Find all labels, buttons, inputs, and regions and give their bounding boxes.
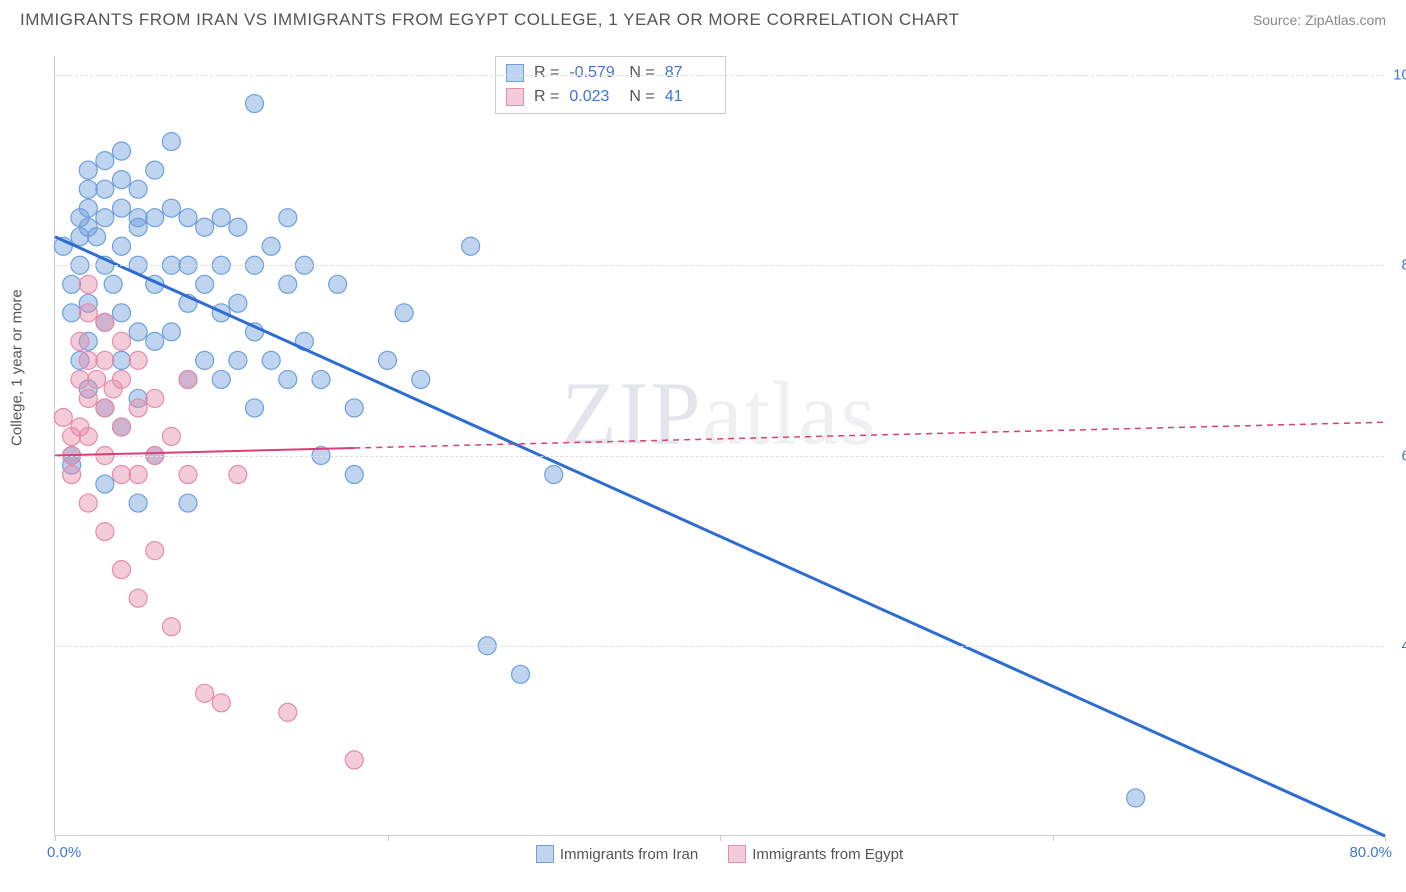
x-tick-label-end: 80.0% xyxy=(1349,844,1392,861)
legend-item-iran: Immigrants from Iran xyxy=(536,845,698,863)
correlation-legend: R = -0.579 N = 87 R = 0.023 N = 41 xyxy=(495,56,726,114)
gridline xyxy=(55,265,1384,266)
n-value-egypt: 41 xyxy=(665,85,715,109)
legend-label-iran: Immigrants from Iran xyxy=(560,846,698,863)
y-tick-label: 40.0% xyxy=(1388,637,1406,654)
chart-plot-area: College, 1 year or more ZIPatlas R = -0.… xyxy=(54,56,1384,836)
gridline xyxy=(55,646,1384,647)
swatch-egypt xyxy=(506,88,524,106)
chart-title: IMMIGRANTS FROM IRAN VS IMMIGRANTS FROM … xyxy=(20,10,960,30)
y-axis-label: College, 1 year or more xyxy=(9,289,26,446)
n-label: N = xyxy=(629,61,654,85)
x-tick xyxy=(388,835,389,841)
x-tick xyxy=(1053,835,1054,841)
r-value-egypt: 0.023 xyxy=(569,85,619,109)
legend-item-egypt: Immigrants from Egypt xyxy=(728,845,903,863)
series-legend: Immigrants from Iran Immigrants from Egy… xyxy=(55,845,1384,863)
legend-label-egypt: Immigrants from Egypt xyxy=(752,846,903,863)
n-label: N = xyxy=(629,85,654,109)
scatter-plot-svg xyxy=(55,56,1384,835)
x-tick-label-start: 0.0% xyxy=(47,844,81,861)
gridline xyxy=(55,75,1384,76)
swatch-iran xyxy=(506,64,524,82)
n-value-iran: 87 xyxy=(665,61,715,85)
gridline xyxy=(55,456,1384,457)
y-tick-label: 100.0% xyxy=(1388,67,1406,84)
x-tick xyxy=(55,835,56,841)
swatch-iran xyxy=(536,845,554,863)
y-tick-label: 80.0% xyxy=(1388,257,1406,274)
x-tick xyxy=(720,835,721,841)
y-tick-label: 60.0% xyxy=(1388,447,1406,464)
r-label: R = xyxy=(534,61,559,85)
legend-row-egypt: R = 0.023 N = 41 xyxy=(506,85,715,109)
source-label: Source: ZipAtlas.com xyxy=(1253,12,1386,28)
swatch-egypt xyxy=(728,845,746,863)
legend-row-iran: R = -0.579 N = 87 xyxy=(506,61,715,85)
r-label: R = xyxy=(534,85,559,109)
r-value-iran: -0.579 xyxy=(569,61,619,85)
x-tick xyxy=(1385,835,1386,841)
